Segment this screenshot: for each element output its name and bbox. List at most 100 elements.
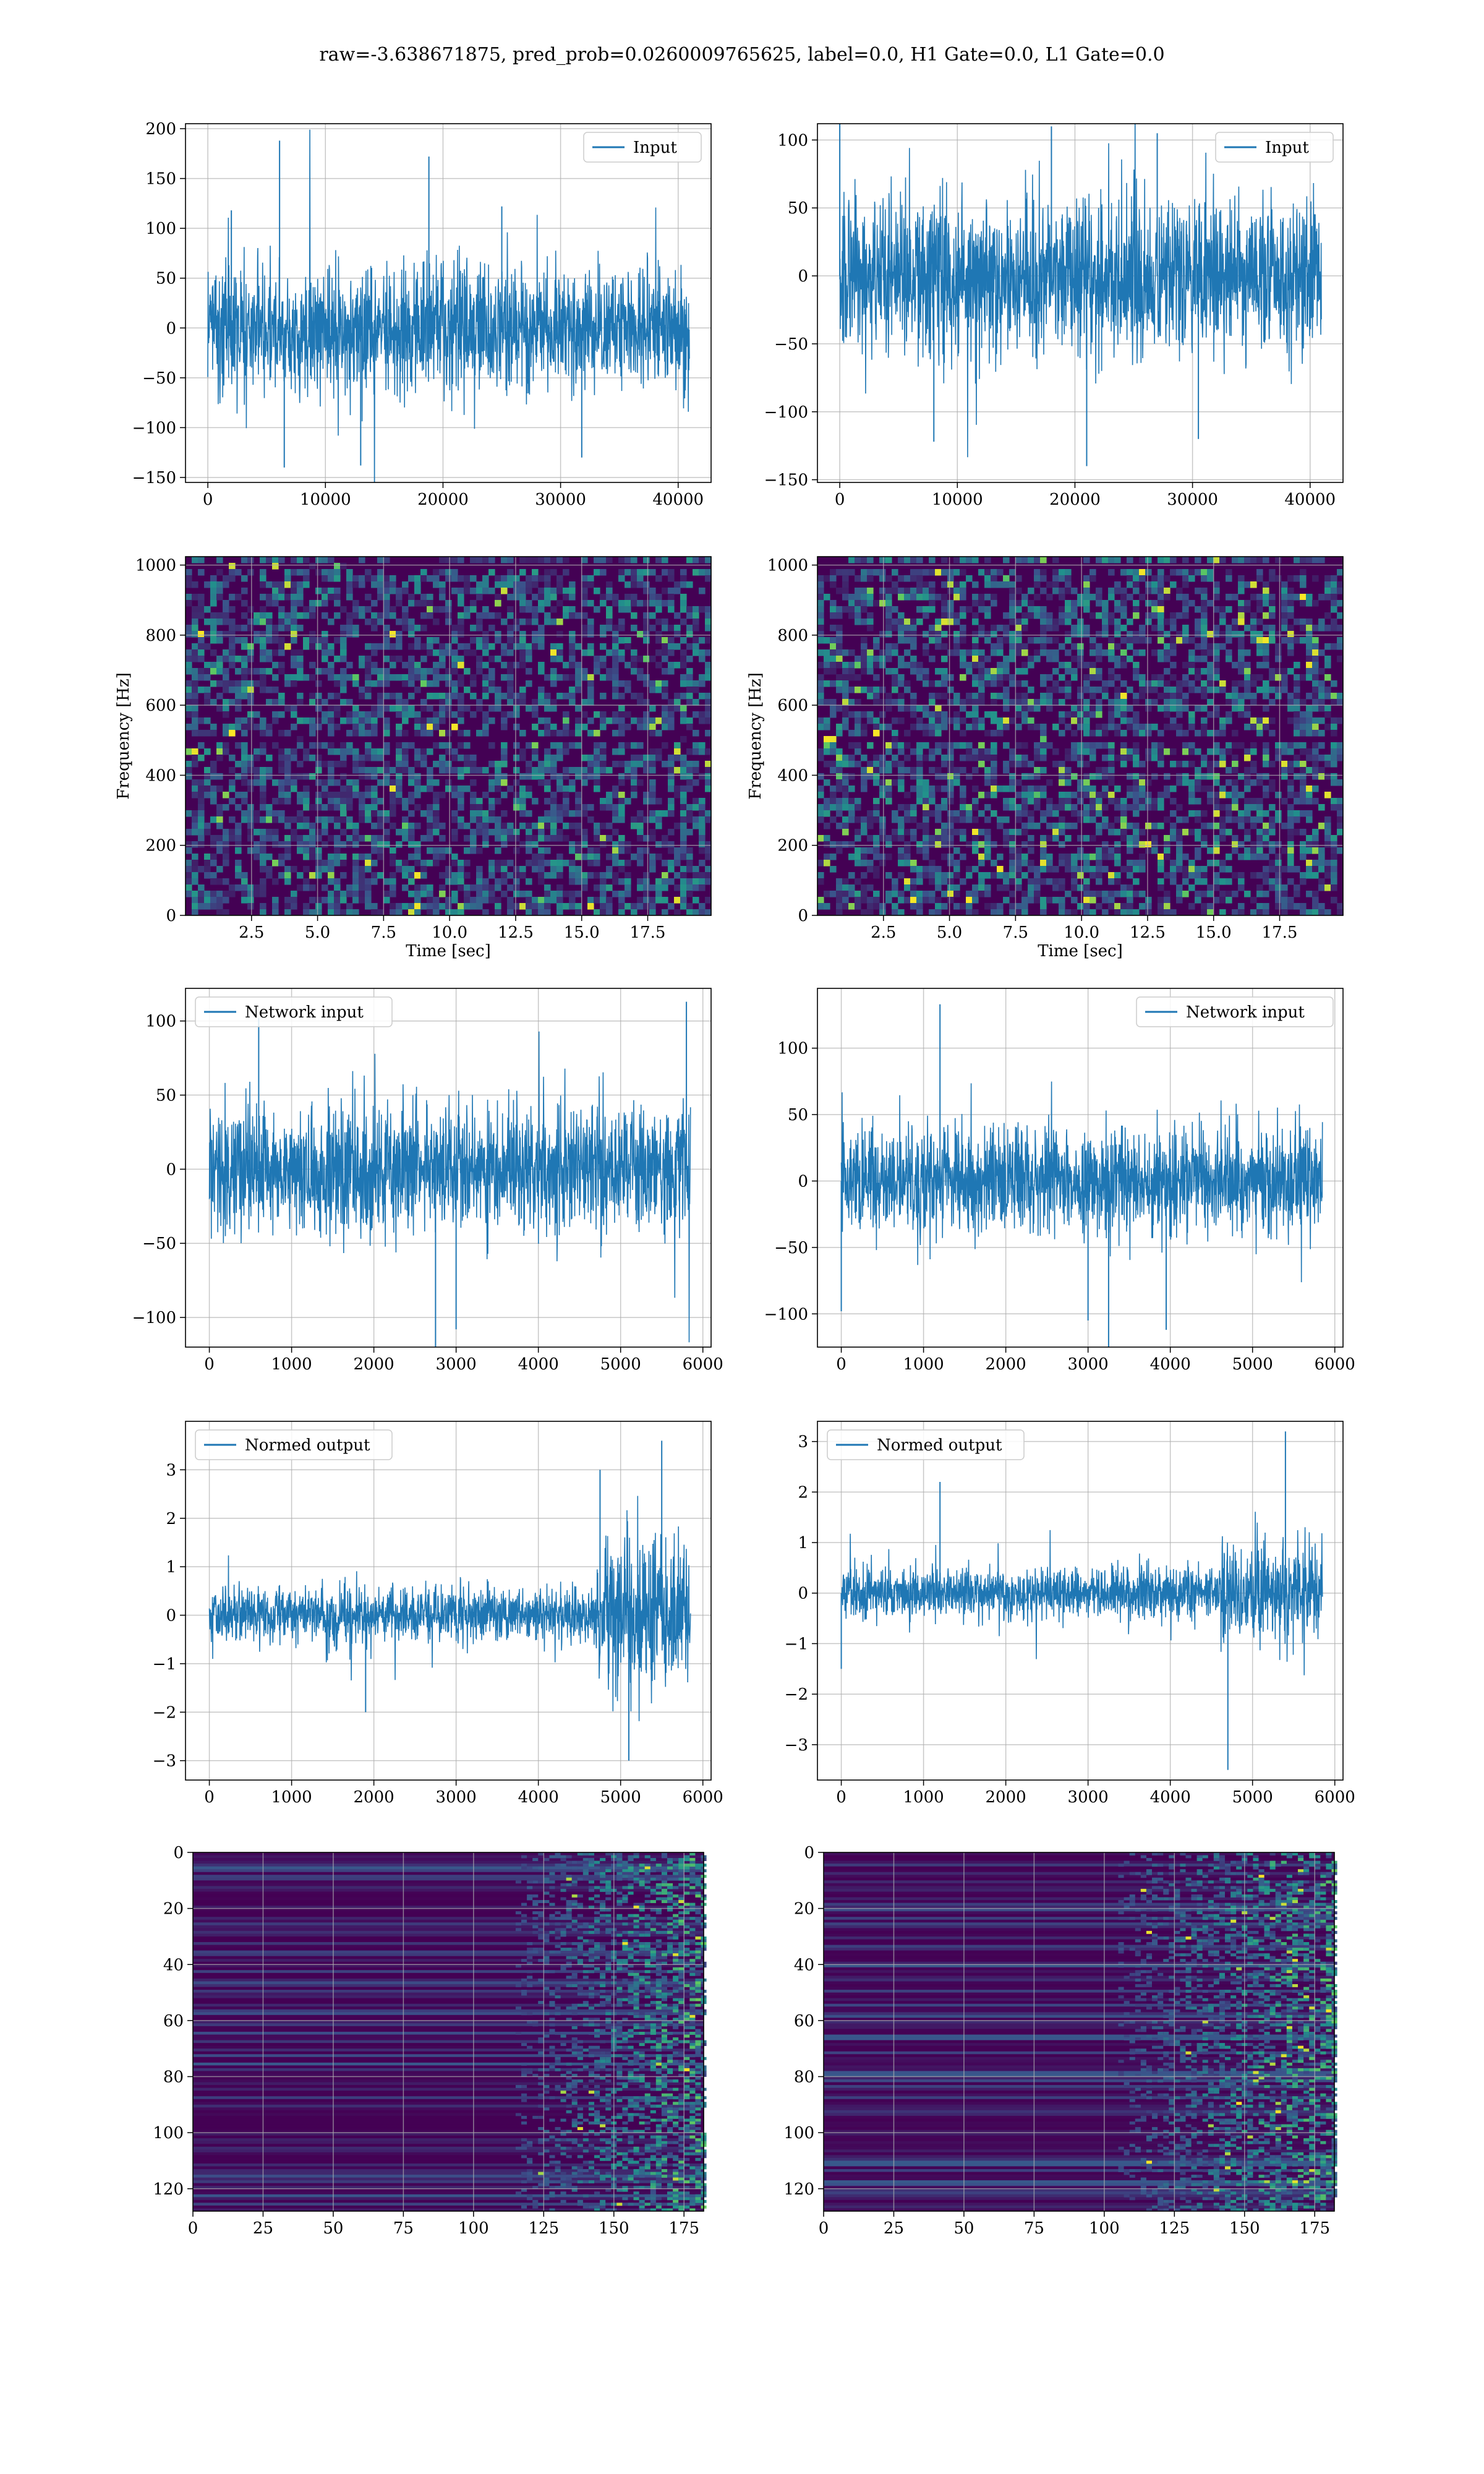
heatmap-cell bbox=[929, 909, 936, 916]
heatmap-cell bbox=[649, 705, 656, 712]
heatmap-cell bbox=[204, 897, 211, 904]
heatmap-cell bbox=[1034, 594, 1041, 601]
heatmap-cell bbox=[668, 575, 675, 582]
heatmap-cell bbox=[817, 612, 824, 619]
heatmap-cell bbox=[848, 600, 855, 607]
heatmap-cell bbox=[247, 606, 254, 613]
heatmap-cell bbox=[476, 810, 483, 817]
heatmap-cell bbox=[600, 662, 607, 669]
heatmap-cell bbox=[291, 606, 297, 613]
heatmap-cell bbox=[408, 618, 415, 625]
heatmap-cell bbox=[655, 594, 662, 601]
heatmap-cell bbox=[235, 699, 242, 706]
heatmap-cell bbox=[699, 773, 706, 780]
heatmap-cell bbox=[322, 742, 328, 749]
heatmap-cell bbox=[1040, 854, 1047, 860]
heatmap-cell bbox=[842, 884, 849, 891]
heatmap-cell bbox=[538, 878, 545, 885]
heatmap-cell bbox=[334, 594, 341, 601]
heatmap-cell bbox=[625, 860, 631, 867]
heatmap-cell bbox=[680, 823, 687, 829]
y-tick-label: 200 bbox=[145, 837, 176, 855]
heatmap-cell bbox=[1040, 860, 1047, 867]
heatmap-cell bbox=[1127, 909, 1133, 916]
heatmap-cell bbox=[1127, 785, 1133, 792]
heatmap-cell bbox=[1244, 779, 1251, 786]
heatmap-cell bbox=[705, 693, 712, 700]
heatmap-cell bbox=[1108, 588, 1115, 594]
heatmap-cell bbox=[260, 866, 267, 873]
heatmap-cell bbox=[693, 878, 699, 885]
heatmap-cell bbox=[830, 792, 837, 798]
heatmap-cell bbox=[371, 810, 378, 817]
heatmap-cell bbox=[377, 569, 384, 576]
heatmap-cell bbox=[1108, 742, 1115, 749]
heatmap-cell bbox=[284, 730, 291, 737]
heatmap-cell bbox=[1090, 649, 1096, 656]
heatmap-cell bbox=[618, 557, 625, 563]
heatmap-cell bbox=[625, 711, 631, 718]
heatmap-cell bbox=[420, 755, 427, 761]
heatmap-cell bbox=[216, 816, 223, 823]
heatmap-cell bbox=[309, 674, 316, 681]
heatmap-cell bbox=[1232, 891, 1239, 897]
heatmap-cell bbox=[699, 557, 706, 563]
heatmap-cell bbox=[365, 711, 372, 718]
heatmap-cell bbox=[390, 674, 396, 681]
heatmap-cell bbox=[662, 841, 668, 848]
heatmap-cell bbox=[513, 625, 520, 631]
heatmap-cell bbox=[1158, 730, 1164, 737]
heatmap-cell bbox=[984, 891, 991, 897]
heatmap-cell bbox=[476, 618, 483, 625]
heatmap-cell bbox=[1244, 680, 1251, 687]
heatmap-cell bbox=[991, 903, 997, 910]
heatmap-cell bbox=[1065, 588, 1072, 594]
heatmap-cell bbox=[371, 618, 378, 625]
heatmap-cell bbox=[1096, 866, 1102, 873]
heatmap-cell bbox=[1077, 625, 1084, 631]
heatmap-cell bbox=[1238, 637, 1245, 644]
heatmap-cell bbox=[1226, 631, 1232, 638]
heatmap-cell bbox=[204, 662, 211, 669]
heatmap-cell bbox=[1083, 581, 1090, 588]
heatmap-cell bbox=[1003, 656, 1010, 662]
heatmap-cell bbox=[1127, 656, 1133, 662]
heatmap-cell bbox=[1195, 687, 1201, 693]
heatmap-cell bbox=[916, 909, 923, 916]
heatmap-cell bbox=[297, 594, 304, 601]
heatmap-cell bbox=[1158, 860, 1164, 867]
heatmap-cell bbox=[1096, 829, 1102, 836]
heatmap-cell bbox=[359, 810, 365, 817]
heatmap-cell bbox=[1176, 631, 1183, 638]
heatmap-cell bbox=[618, 761, 625, 768]
heatmap-cell bbox=[488, 557, 495, 563]
heatmap-cell bbox=[637, 847, 644, 854]
heatmap-cell bbox=[229, 687, 236, 693]
heatmap-cell bbox=[817, 581, 824, 588]
heatmap-cell bbox=[1226, 717, 1232, 724]
heatmap-cell bbox=[1052, 656, 1059, 662]
heatmap-cell bbox=[507, 693, 514, 700]
heatmap-cell bbox=[328, 742, 335, 749]
heatmap-cell bbox=[513, 866, 520, 873]
heatmap-cell bbox=[1090, 668, 1096, 675]
heatmap-cell bbox=[1096, 730, 1102, 737]
heatmap-cell bbox=[1034, 724, 1041, 730]
heatmap-cell bbox=[439, 699, 446, 706]
heatmap-cell bbox=[581, 575, 588, 582]
heatmap-cell bbox=[414, 860, 421, 867]
heatmap-cell bbox=[581, 724, 588, 730]
heatmap-cell bbox=[972, 643, 979, 650]
heatmap-cell bbox=[941, 717, 948, 724]
heatmap-cell bbox=[359, 884, 365, 891]
heatmap-cell bbox=[1071, 748, 1078, 755]
heatmap-cell bbox=[972, 841, 979, 848]
heatmap-cell bbox=[1213, 804, 1220, 811]
heatmap-cell bbox=[488, 687, 495, 693]
heatmap-cell bbox=[817, 637, 824, 644]
heatmap-cell bbox=[495, 705, 501, 712]
heatmap-cell bbox=[1158, 909, 1164, 916]
heatmap-cell bbox=[309, 730, 316, 737]
heatmap-cell bbox=[464, 649, 471, 656]
